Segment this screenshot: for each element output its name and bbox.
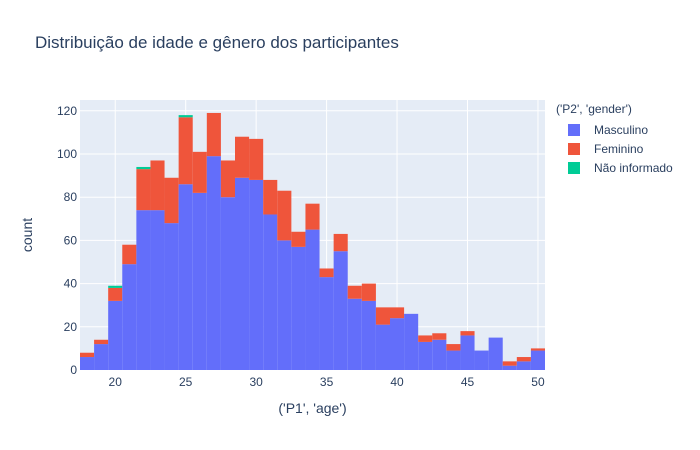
x-axis-title: ('P1', 'age') <box>278 400 346 416</box>
bar-feminino-age-33[interactable] <box>291 231 306 247</box>
y-axis-title: count <box>19 218 35 252</box>
bar-feminino-age-49[interactable] <box>516 357 531 362</box>
y-tick-label: 120 <box>57 104 77 118</box>
bar-masculino-age-50[interactable] <box>530 350 545 370</box>
bar-feminino-age-27[interactable] <box>206 112 221 157</box>
bar-masculino-age-22[interactable] <box>136 210 151 370</box>
y-tick-label: 20 <box>64 320 78 334</box>
y-tick-label: 40 <box>64 277 78 291</box>
bar-masculino-age-24[interactable] <box>164 223 179 370</box>
bar-nao-informado-age-22[interactable] <box>136 166 151 170</box>
legend-label-nao-informado: Não informado <box>594 160 673 175</box>
x-tick-label: 50 <box>531 375 545 389</box>
bar-masculino-age-47[interactable] <box>488 337 503 370</box>
bar-feminino-age-30[interactable] <box>249 138 264 180</box>
chart-title: Distribuição de idade e gênero dos parti… <box>35 33 399 52</box>
bar-masculino-age-29[interactable] <box>235 177 250 370</box>
legend-item-masculino[interactable]: Masculino <box>556 120 673 139</box>
bar-masculino-age-28[interactable] <box>220 197 235 370</box>
legend-title: ('P2', 'gender') <box>556 102 632 116</box>
bar-feminino-age-28[interactable] <box>220 160 235 198</box>
legend-label-feminino: Feminino <box>594 141 644 156</box>
y-tick-labels: 0 20 40 60 80 100 120 <box>57 104 77 377</box>
bar-feminino-age-42[interactable] <box>418 335 433 342</box>
bar-masculino-age-38[interactable] <box>361 300 376 370</box>
bar-masculino-age-49[interactable] <box>516 361 531 370</box>
bar-feminino-age-35[interactable] <box>319 268 334 278</box>
bar-feminino-age-25[interactable] <box>178 117 193 185</box>
bar-masculino-age-40[interactable] <box>390 318 405 370</box>
y-tick-label: 60 <box>64 233 78 247</box>
bar-feminino-age-48[interactable] <box>502 361 517 366</box>
bar-feminino-age-31[interactable] <box>263 179 278 215</box>
y-tick-label: 80 <box>64 190 78 204</box>
bar-feminino-age-32[interactable] <box>277 190 292 241</box>
bar-masculino-age-20[interactable] <box>108 300 123 370</box>
bar-feminino-age-24[interactable] <box>164 177 179 224</box>
bar-masculino-age-23[interactable] <box>150 210 165 370</box>
bar-masculino-age-32[interactable] <box>277 240 292 370</box>
x-tick-label: 25 <box>179 375 193 389</box>
bar-feminino-age-38[interactable] <box>361 283 376 301</box>
bar-masculino-age-44[interactable] <box>446 350 461 370</box>
bar-masculino-age-43[interactable] <box>432 339 447 370</box>
x-tick-label: 45 <box>461 375 475 389</box>
legend-label-masculino: Masculino <box>594 122 649 137</box>
y-tick-label: 100 <box>57 147 77 161</box>
bar-feminino-age-29[interactable] <box>235 136 250 178</box>
bar-nao-informado-age-25[interactable] <box>178 115 193 118</box>
bar-feminino-age-45[interactable] <box>460 331 475 336</box>
bar-nao-informado-age-20[interactable] <box>108 285 123 288</box>
y-tick-label: 0 <box>70 363 77 377</box>
bar-masculino-age-39[interactable] <box>375 324 390 370</box>
legend-item-nao-informado[interactable]: Não informado <box>556 158 673 177</box>
x-tick-label: 30 <box>249 375 263 389</box>
bar-feminino-age-34[interactable] <box>305 203 320 230</box>
bar-masculino-age-48[interactable] <box>502 365 517 370</box>
legend-swatch-nao-informado <box>568 161 580 174</box>
bar-masculino-age-26[interactable] <box>192 192 207 370</box>
bar-masculino-age-33[interactable] <box>291 246 306 370</box>
legend-swatch-masculino <box>568 123 580 136</box>
bar-feminino-age-22[interactable] <box>136 169 151 211</box>
bar-feminino-age-43[interactable] <box>432 333 447 340</box>
bars <box>80 112 545 370</box>
bar-masculino-age-30[interactable] <box>249 179 264 370</box>
bar-masculino-age-42[interactable] <box>418 341 433 370</box>
bar-masculino-age-19[interactable] <box>94 344 109 370</box>
bar-masculino-age-37[interactable] <box>347 298 362 370</box>
x-tick-label: 40 <box>390 375 404 389</box>
bar-masculino-age-34[interactable] <box>305 229 320 370</box>
bar-masculino-age-25[interactable] <box>178 184 193 370</box>
bar-masculino-age-18[interactable] <box>80 357 95 370</box>
x-tick-labels: 20 25 30 35 40 45 50 <box>109 375 545 389</box>
bar-feminino-age-37[interactable] <box>347 285 362 299</box>
bar-feminino-age-50[interactable] <box>530 348 545 351</box>
bar-feminino-age-44[interactable] <box>446 344 461 351</box>
bar-masculino-age-31[interactable] <box>263 214 278 370</box>
legend-swatch-feminino <box>568 142 580 155</box>
bar-feminino-age-39[interactable] <box>375 307 390 325</box>
bar-feminino-age-23[interactable] <box>150 160 165 211</box>
bar-feminino-age-36[interactable] <box>333 233 348 252</box>
bar-masculino-age-45[interactable] <box>460 335 475 370</box>
bar-masculino-age-27[interactable] <box>206 156 221 370</box>
x-tick-label: 20 <box>109 375 123 389</box>
legend-item-feminino[interactable]: Feminino <box>556 139 673 158</box>
bar-masculino-age-41[interactable] <box>404 313 419 370</box>
bar-feminino-age-20[interactable] <box>108 287 123 301</box>
x-tick-label: 35 <box>320 375 334 389</box>
bar-feminino-age-19[interactable] <box>94 339 109 345</box>
bar-masculino-age-21[interactable] <box>122 264 137 370</box>
bar-feminino-age-26[interactable] <box>192 151 207 193</box>
bar-masculino-age-46[interactable] <box>474 350 489 370</box>
bar-feminino-age-18[interactable] <box>80 352 95 358</box>
legend: ('P2', 'gender') Masculino Feminino Não … <box>556 102 673 177</box>
bar-feminino-age-40[interactable] <box>390 307 405 319</box>
bar-masculino-age-36[interactable] <box>333 251 348 370</box>
bar-feminino-age-21[interactable] <box>122 244 137 265</box>
bar-masculino-age-35[interactable] <box>319 277 334 370</box>
